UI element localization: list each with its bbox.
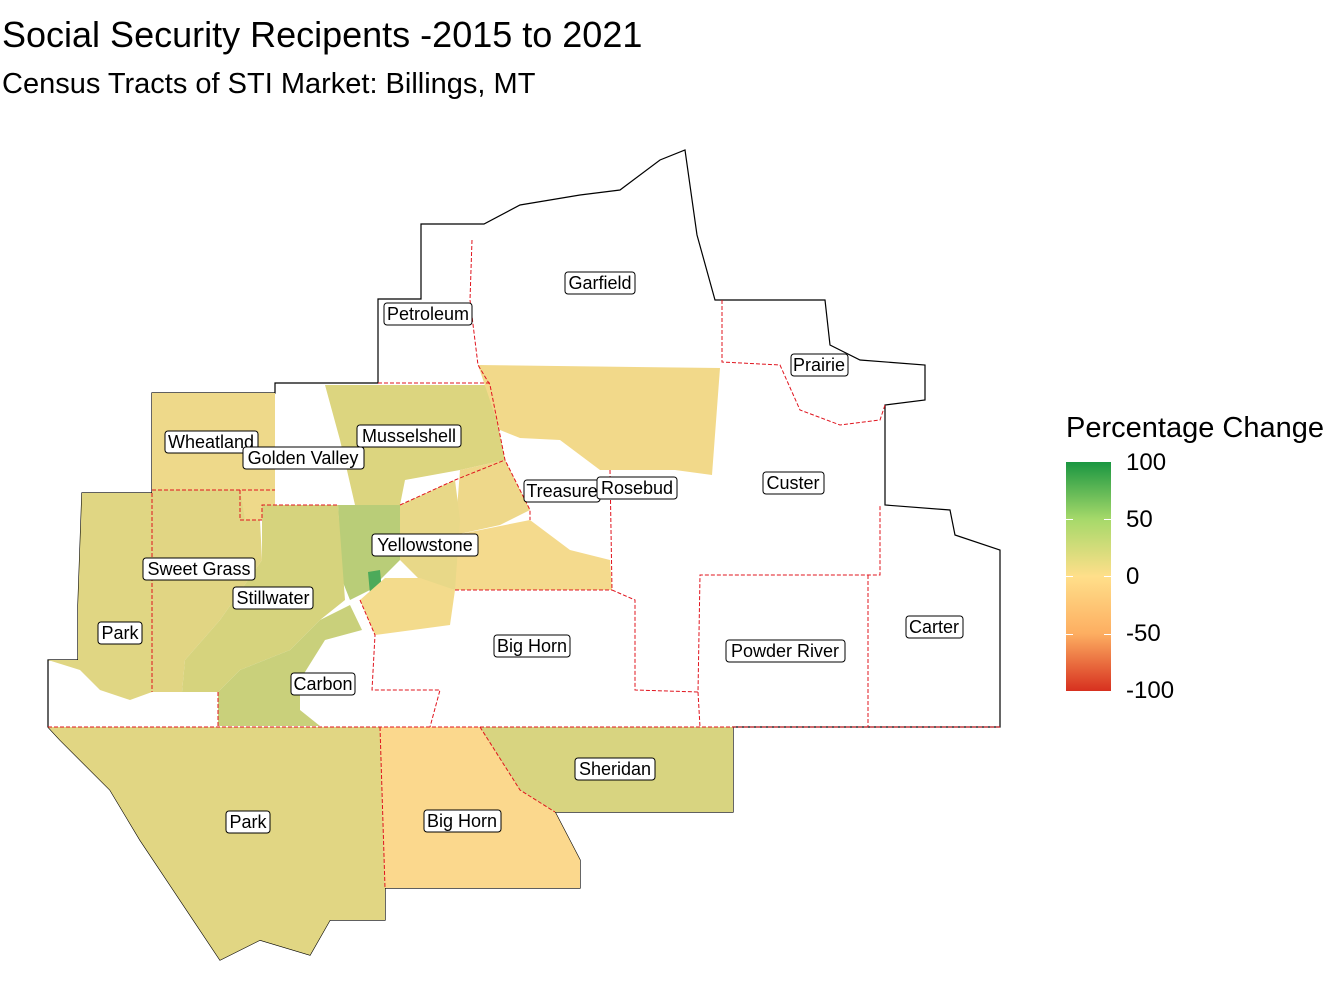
map-subtitle: Census Tracts of STI Market: Billings, M… — [2, 68, 536, 100]
legend-tick-mark-right — [1104, 634, 1111, 635]
label-petroleum: Petroleum — [383, 302, 473, 326]
legend-tick-label: 100 — [1126, 449, 1167, 476]
label-carter: Carter — [905, 615, 964, 639]
svg-text:Sweet Grass: Sweet Grass — [147, 559, 250, 579]
legend-tick-label: -100 — [1126, 677, 1175, 704]
label-sheridan: Sheridan — [574, 757, 656, 781]
svg-text:Musselshell: Musselshell — [362, 426, 456, 446]
tract-rosebud-north — [478, 365, 720, 475]
legend-tick-mark-right — [1104, 576, 1111, 577]
label-custer: Custer — [762, 471, 825, 495]
legend-tick-label: 0 — [1126, 563, 1140, 590]
map-title: Social Security Recipents -2015 to 2021 — [2, 14, 643, 55]
label-golden-valley: Golden Valley — [242, 446, 365, 470]
svg-text:Sheridan: Sheridan — [579, 759, 651, 779]
label-treasure: Treasure — [523, 479, 601, 503]
label-big-horn-wy: Big Horn — [423, 809, 502, 833]
label-musselshell: Musselshell — [356, 424, 462, 448]
label-big-horn-mt: Big Horn — [493, 634, 571, 658]
svg-text:Yellowstone: Yellowstone — [377, 535, 472, 555]
tract-yellowstone-east — [455, 520, 612, 590]
tract-carbon — [218, 605, 362, 726]
svg-text:Park: Park — [229, 812, 267, 832]
label-park-mt: Park — [97, 621, 143, 645]
svg-text:Custer: Custer — [766, 473, 819, 493]
label-stillwater: Stillwater — [232, 586, 314, 610]
svg-text:Carbon: Carbon — [293, 674, 352, 694]
tract-park-mt — [48, 493, 152, 700]
legend-tick-label: 50 — [1126, 506, 1153, 533]
label-carbon: Carbon — [290, 672, 356, 696]
svg-text:Garfield: Garfield — [568, 273, 631, 293]
svg-text:Wheatland: Wheatland — [168, 432, 254, 452]
label-park-wy: Park — [225, 810, 271, 834]
tract-treasure — [455, 460, 530, 535]
tract-yellowstone-core — [338, 505, 400, 600]
legend-colorbar — [1066, 462, 1111, 691]
county-borders — [48, 239, 1000, 889]
legend-title: Percentage Change — [1066, 412, 1324, 444]
svg-text:Stillwater: Stillwater — [236, 588, 309, 608]
label-garfield: Garfield — [564, 271, 636, 295]
label-sweet-grass: Sweet Grass — [142, 557, 256, 581]
svg-text:Golden Valley: Golden Valley — [248, 448, 359, 468]
svg-text:Park: Park — [101, 623, 139, 643]
svg-text:Prairie: Prairie — [793, 355, 845, 375]
label-rosebud: Rosebud — [596, 476, 678, 500]
label-prairie: Prairie — [790, 353, 849, 377]
legend-tick-mark-right — [1104, 519, 1111, 520]
svg-text:Big Horn: Big Horn — [427, 811, 497, 831]
tract-sweet-grass — [152, 490, 262, 692]
tract-yellowstone-south — [360, 578, 455, 635]
tract-park-wy — [48, 727, 385, 960]
svg-text:Rosebud: Rosebud — [601, 478, 673, 498]
label-yellowstone: Yellowstone — [371, 533, 479, 557]
svg-text:Powder River: Powder River — [731, 641, 839, 661]
legend-tick-mark-left — [1066, 519, 1073, 520]
svg-text:Big Horn: Big Horn — [497, 636, 567, 656]
tract-big-horn-wy — [380, 727, 580, 888]
legend-tick-mark-left — [1066, 576, 1073, 577]
label-powder-river: Powder River — [725, 639, 846, 663]
label-wheatland: Wheatland — [164, 430, 259, 454]
svg-text:Carter: Carter — [909, 617, 959, 637]
legend-tick-label: -50 — [1126, 620, 1161, 647]
svg-text:Treasure: Treasure — [526, 481, 597, 501]
legend-tick-mark-left — [1066, 634, 1073, 635]
svg-text:Petroleum: Petroleum — [387, 304, 469, 324]
